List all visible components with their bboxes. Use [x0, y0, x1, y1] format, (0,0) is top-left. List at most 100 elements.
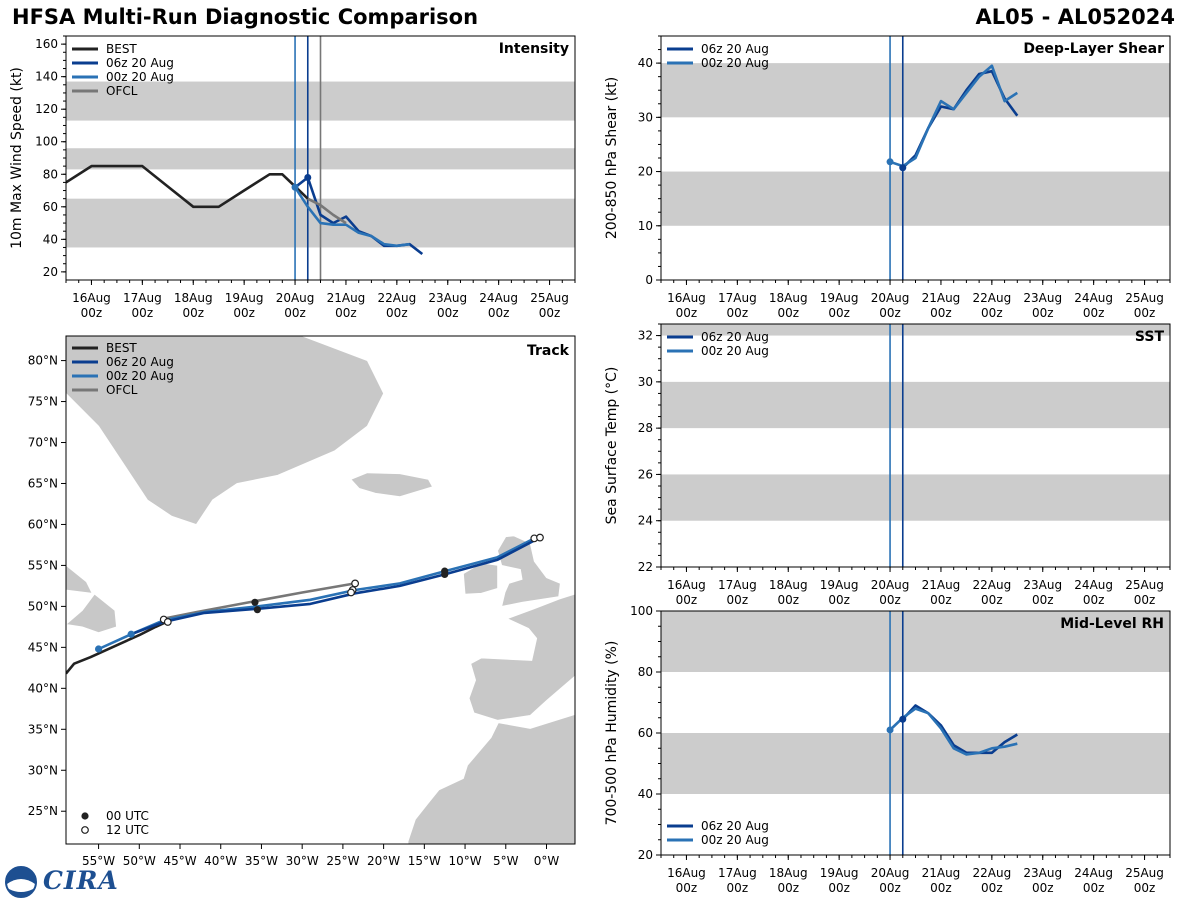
- intensity-init-marker-run06: [304, 174, 312, 182]
- intensity-xtick-label-hour: 00z: [233, 306, 255, 320]
- noaa-emblem-icon: [5, 866, 37, 898]
- sst-xtick-label-day: 18Aug: [769, 578, 808, 592]
- sst-xtick-label-hour: 00z: [828, 593, 850, 607]
- sst-ytick-label: 24: [638, 514, 653, 528]
- track-lon-label: 40°W: [204, 854, 237, 868]
- intensity-xtick-label-day: 23Aug: [428, 291, 467, 305]
- shear-series-run00: [889, 64, 1019, 168]
- rh-ytick-label: 80: [638, 665, 653, 679]
- track-legend-time-label: 00 UTC: [106, 809, 149, 823]
- cira-logo-text: CIRA: [43, 866, 119, 895]
- track-lat-label: 45°N: [28, 640, 58, 654]
- sst-xtick-label-hour: 00z: [930, 593, 952, 607]
- rh-xtick-label-hour: 00z: [879, 881, 901, 895]
- track-point-12utc: [163, 618, 172, 626]
- intensity-title: Intensity: [499, 41, 569, 57]
- shear-init-marker-run06: [899, 164, 907, 172]
- sst-band-0: [661, 474, 1170, 521]
- intensity-ytick-label: 160: [35, 37, 58, 51]
- track-legend-label-ofcl: OFCL: [106, 383, 138, 397]
- shear-xtick-label-hour: 00z: [981, 306, 1003, 320]
- labrador-landmass: [66, 564, 93, 594]
- intensity-ytick-label: 80: [43, 167, 58, 181]
- track-legend-00utc-marker: [81, 812, 89, 820]
- track-point-12utc: [347, 588, 355, 597]
- rh-band-0: [661, 733, 1170, 794]
- intensity-legend-label-run00: 00z 20 Aug: [106, 70, 174, 84]
- intensity-xtick-label-day: 19Aug: [225, 291, 264, 305]
- intensity-ytick-label: 60: [43, 200, 58, 214]
- shear-xtick-label-hour: 00z: [1083, 306, 1105, 320]
- europe-landmass: [468, 593, 575, 721]
- rh-init-marker-run00: [886, 726, 894, 734]
- rh-xtick-label-hour: 00z: [1032, 881, 1054, 895]
- rh-xtick-label-hour: 00z: [930, 881, 952, 895]
- track-lat-label: 75°N: [28, 395, 58, 409]
- sst-xtick-label-day: 17Aug: [718, 578, 757, 592]
- intensity-xtick-label-day: 24Aug: [479, 291, 518, 305]
- sst-xtick-label-day: 21Aug: [922, 578, 961, 592]
- rh-xtick-label-day: 25Aug: [1125, 866, 1164, 880]
- intensity-init-marker-run00: [291, 183, 299, 191]
- intensity-legend-label-best: BEST: [106, 42, 137, 56]
- shear-legend-label-run06: 06z 20 Aug: [701, 42, 769, 56]
- rh-band-1: [661, 611, 1170, 672]
- intensity-legend-label-ofcl: OFCL: [106, 84, 138, 98]
- intensity-xtick-label-day: 21Aug: [327, 291, 366, 305]
- sst-ytick-label: 22: [638, 560, 653, 574]
- sst-title: SST: [1135, 329, 1165, 345]
- track-lat-label: 60°N: [28, 517, 58, 531]
- track-lon-label: 45°W: [163, 854, 196, 868]
- rh-xtick-label-hour: 00z: [1134, 881, 1156, 895]
- sst-panel: 22242628303216Aug00z17Aug00z18Aug00z19Au…: [604, 323, 1171, 607]
- shear-init-marker-run00: [886, 158, 894, 166]
- intensity-ylabel: 10m Max Wind Speed (kt): [9, 67, 25, 249]
- rh-ytick-label: 20: [638, 848, 653, 862]
- track-title: Track: [527, 343, 570, 359]
- sst-xtick-label-day: 25Aug: [1125, 578, 1164, 592]
- shear-xtick-label-day: 25Aug: [1125, 291, 1164, 305]
- storm-id-title: AL05 - AL052024: [975, 5, 1176, 29]
- rh-xtick-label-hour: 00z: [727, 881, 749, 895]
- shear-xtick-label-day: 21Aug: [922, 291, 961, 305]
- track-legend-12utc-marker: [81, 826, 89, 834]
- sst-band-1: [661, 381, 1170, 429]
- shear-xtick-label-hour: 00z: [727, 306, 749, 320]
- intensity-ytick-label: 100: [35, 135, 58, 149]
- rh-legend-label-run06: 06z 20 Aug: [701, 819, 769, 833]
- intensity-series-run00: [294, 186, 410, 248]
- sst-xtick-label-hour: 00z: [777, 593, 799, 607]
- rh-xtick-label-hour: 00z: [828, 881, 850, 895]
- shear-xtick-label-hour: 00z: [879, 306, 901, 320]
- rh-xtick-label-hour: 00z: [777, 881, 799, 895]
- sst-xtick-label-day: 24Aug: [1074, 578, 1113, 592]
- track-lon-label: 30°W: [286, 854, 319, 868]
- shear-plot-area: [661, 36, 1170, 280]
- shear-band-1: [661, 63, 1170, 118]
- track-lat-label: 35°N: [28, 722, 58, 736]
- rh-title: Mid-Level RH: [1060, 616, 1164, 632]
- track-lat-label: 30°N: [28, 763, 58, 777]
- sst-ytick-label: 28: [638, 421, 653, 435]
- nova-scotia-landmass: [66, 637, 67, 664]
- intensity-xtick-label-hour: 00z: [284, 306, 306, 320]
- track-point-12utc: [536, 533, 544, 542]
- intensity-plot-area: [66, 36, 575, 280]
- shear-xtick-label-day: 17Aug: [718, 291, 757, 305]
- sst-xtick-label-day: 19Aug: [820, 578, 859, 592]
- track-lat-label: 80°N: [28, 354, 58, 368]
- intensity-xtick-label-day: 16Aug: [72, 291, 111, 305]
- svalbard-landmass: [505, 356, 575, 361]
- track-point-00utc: [253, 606, 261, 614]
- shear-xtick-label-hour: 00z: [777, 306, 799, 320]
- rh-xtick-label-day: 21Aug: [922, 866, 961, 880]
- track-lon-label: 55°W: [82, 854, 115, 868]
- track-lon-label: 0°W: [534, 854, 560, 868]
- sst-legend-label-run06: 06z 20 Aug: [701, 330, 769, 344]
- intensity-xtick-label-hour: 00z: [81, 306, 103, 320]
- sst-xtick-label-hour: 00z: [1083, 593, 1105, 607]
- rh-init-marker-run06: [899, 715, 907, 723]
- intensity-xtick-label-day: 18Aug: [174, 291, 213, 305]
- sst-xtick-label-day: 22Aug: [972, 578, 1011, 592]
- intensity-panel: 2040608010012014016016Aug00z17Aug00z18Au…: [9, 35, 576, 320]
